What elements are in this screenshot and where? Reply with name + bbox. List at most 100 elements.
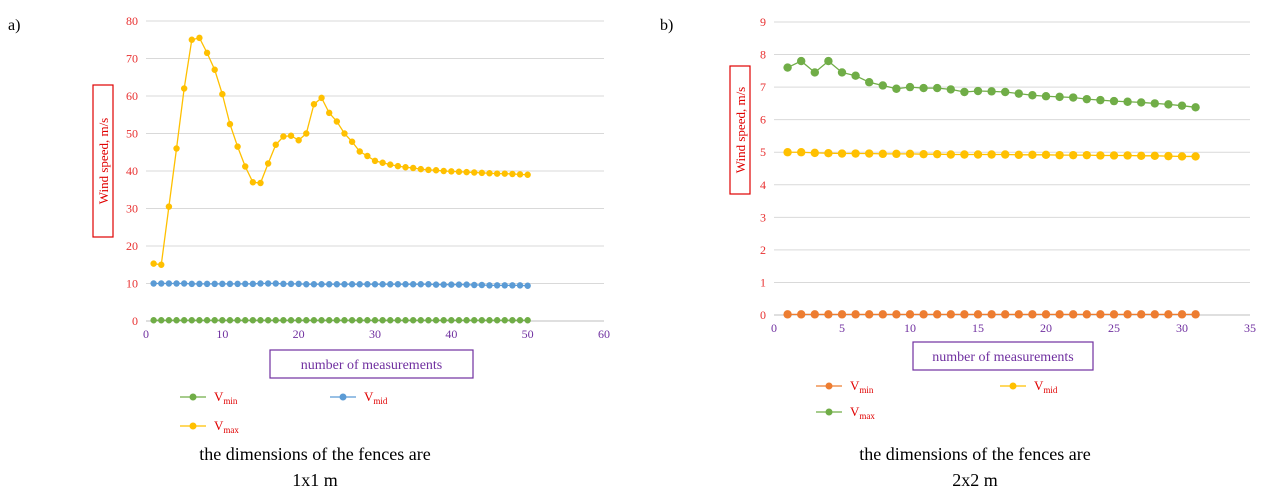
chart-a-series-mid-point <box>272 280 279 287</box>
chart-a-series-mid-point <box>234 280 241 288</box>
chart-b-series-min-point <box>783 310 792 319</box>
chart-a-series-min-point <box>257 317 264 324</box>
chart-a-xlabel-box <box>269 349 474 379</box>
chart-b-series-mid-point <box>1109 151 1119 160</box>
chart-b-legend-label-min: Vmin <box>850 378 874 395</box>
chart-b-series-mid-point <box>1055 150 1064 160</box>
chart-a-series-max-point <box>257 179 264 187</box>
chart-a-series-mid-point <box>516 282 524 289</box>
chart-a-ytick-label: 20 <box>126 239 138 253</box>
chart-a-legend-marker-mid <box>339 393 347 401</box>
chart-a-series-max-point <box>196 34 203 42</box>
chart-b-series-min-point <box>1041 310 1051 319</box>
chart-a-series-max-point <box>364 152 371 160</box>
chart-a-legend-label-mid: Vmid <box>364 389 388 406</box>
chart-b-series-max-point <box>919 83 928 93</box>
caption-b-line1: the dimensions of the fences are <box>859 444 1091 464</box>
chart-b-series-mid-point <box>783 148 792 157</box>
chart-a-series-mid-point <box>318 281 325 288</box>
chart-b-series-min-point <box>824 310 833 319</box>
chart-a-series-min-point <box>463 317 470 324</box>
chart-b-xlabel: number of measurements <box>932 350 1074 365</box>
chart-b-series-min-point <box>1069 310 1078 319</box>
chart-b-series-min-point <box>1177 310 1187 319</box>
chart-a-series-max-point <box>333 118 341 125</box>
chart-a-series-max-point <box>203 49 211 57</box>
chart-a-series-mid-point <box>417 281 424 288</box>
chart-a-series-mid-point <box>173 280 180 287</box>
chart-b-series-min-point <box>1123 310 1132 319</box>
chart-a-series-min-point <box>440 317 447 324</box>
chart-a-series-max-point <box>173 145 180 152</box>
chart-b-xtick-label: 20 <box>1040 321 1052 335</box>
chart-a-series-min-point <box>371 317 379 324</box>
chart-b-series-max-line <box>787 60 1196 108</box>
chart-b-series-max-point <box>1055 92 1064 102</box>
chart-b-series-min-point <box>837 310 847 319</box>
chart-a-series-min-point <box>516 317 524 324</box>
caption-a: the dimensions of the fences are 1x1 m <box>140 441 490 493</box>
chart-b-series-min-point <box>892 310 901 319</box>
chart-b-xtick-label: 10 <box>904 321 916 335</box>
chart-a-series-min-point <box>158 317 165 324</box>
chart-a-series-max-point <box>486 170 493 177</box>
chart-a-series-max-point <box>379 159 386 166</box>
chart-a-series-min-point <box>173 317 180 324</box>
chart-b-series-mid-point <box>1150 151 1160 161</box>
chart-a-series-mid-point <box>287 280 295 288</box>
chart-a-xtick-label: 0 <box>143 327 149 341</box>
chart-a-series-min-point <box>402 317 409 324</box>
chart-a-series-max-point <box>310 101 318 108</box>
chart-b-xtick-label: 25 <box>1108 321 1120 335</box>
chart-b-series-mid-point <box>851 149 860 158</box>
chart-b-series-max-point <box>892 84 901 93</box>
chart-b-xtick-label: 5 <box>839 321 845 335</box>
chart-a-series-min-point <box>425 317 432 324</box>
chart-b-ytick-label: 7 <box>760 80 766 94</box>
chart-b-series-mid-point <box>973 150 983 159</box>
chart-a-series-mid-point <box>379 281 386 288</box>
chart-b-series-max-point <box>1150 99 1160 108</box>
chart-a-ylabel-group: Wind speed, m/s <box>92 84 114 238</box>
chart-a-series-max-point <box>524 171 531 178</box>
chart-a-series-max-point <box>272 141 279 148</box>
chart-b-series-min-point <box>1055 310 1064 319</box>
caption-a-line2: 1x1 m <box>292 470 338 490</box>
chart-b-series-mid-point <box>905 149 915 159</box>
chart-b-series-max-point <box>865 78 874 87</box>
chart-a-series-mid-point <box>387 281 394 288</box>
caption-a-line1: the dimensions of the fences are <box>199 444 431 464</box>
chart-a-series-mid-point <box>226 280 234 288</box>
chart-b-legend-label-max: Vmax <box>850 404 875 421</box>
chart-b-series-mid-point <box>1028 150 1037 160</box>
chart-a-series-max-point <box>425 166 432 174</box>
chart-a: 0 10 20 30 40 50 60 70 80 0 10 20 30 40 50 60 Wind speed… <box>92 14 610 435</box>
chart-b-series-max-point <box>1001 87 1010 97</box>
chart-a-series-max-point <box>326 109 333 117</box>
chart-b-xlabel-box <box>912 341 1094 371</box>
chart-a-series-min-point <box>387 317 394 324</box>
chart-a-series-max-point <box>234 143 241 150</box>
chart-a-series-max-point <box>471 169 478 176</box>
chart-a-series-max-point <box>295 137 302 144</box>
chart-b-series-max-point <box>851 71 860 80</box>
chart-a-xtick-label: 10 <box>216 327 228 341</box>
chart-b-series-mid-point <box>1177 152 1187 161</box>
chart-a-series-min-point <box>326 317 333 324</box>
chart-a-series-max-point <box>165 203 173 210</box>
chart-a-series-mid-point <box>448 281 455 288</box>
chart-a-series-min-point <box>493 317 501 324</box>
chart-b-series-min-point <box>1150 310 1160 319</box>
chart-b-series-max-point <box>1123 97 1132 106</box>
chart-a-series-max-point <box>287 132 295 139</box>
chart-a-ytick-label: 50 <box>126 127 138 141</box>
chart-a-series-mid-point <box>219 280 226 288</box>
chart-b-series-mid-point <box>865 149 874 158</box>
chart-a-series-max-point <box>409 164 417 172</box>
chart-b-series-max-point <box>1096 95 1105 105</box>
chart-a-xtick-label: 20 <box>293 327 305 341</box>
chart-b-series-max-point <box>810 68 819 77</box>
chart-a-series-max-point <box>432 167 440 174</box>
chart-b-series-min-point <box>1191 310 1200 319</box>
chart-b-ylabel-group: Wind speed, m/s <box>729 65 751 195</box>
